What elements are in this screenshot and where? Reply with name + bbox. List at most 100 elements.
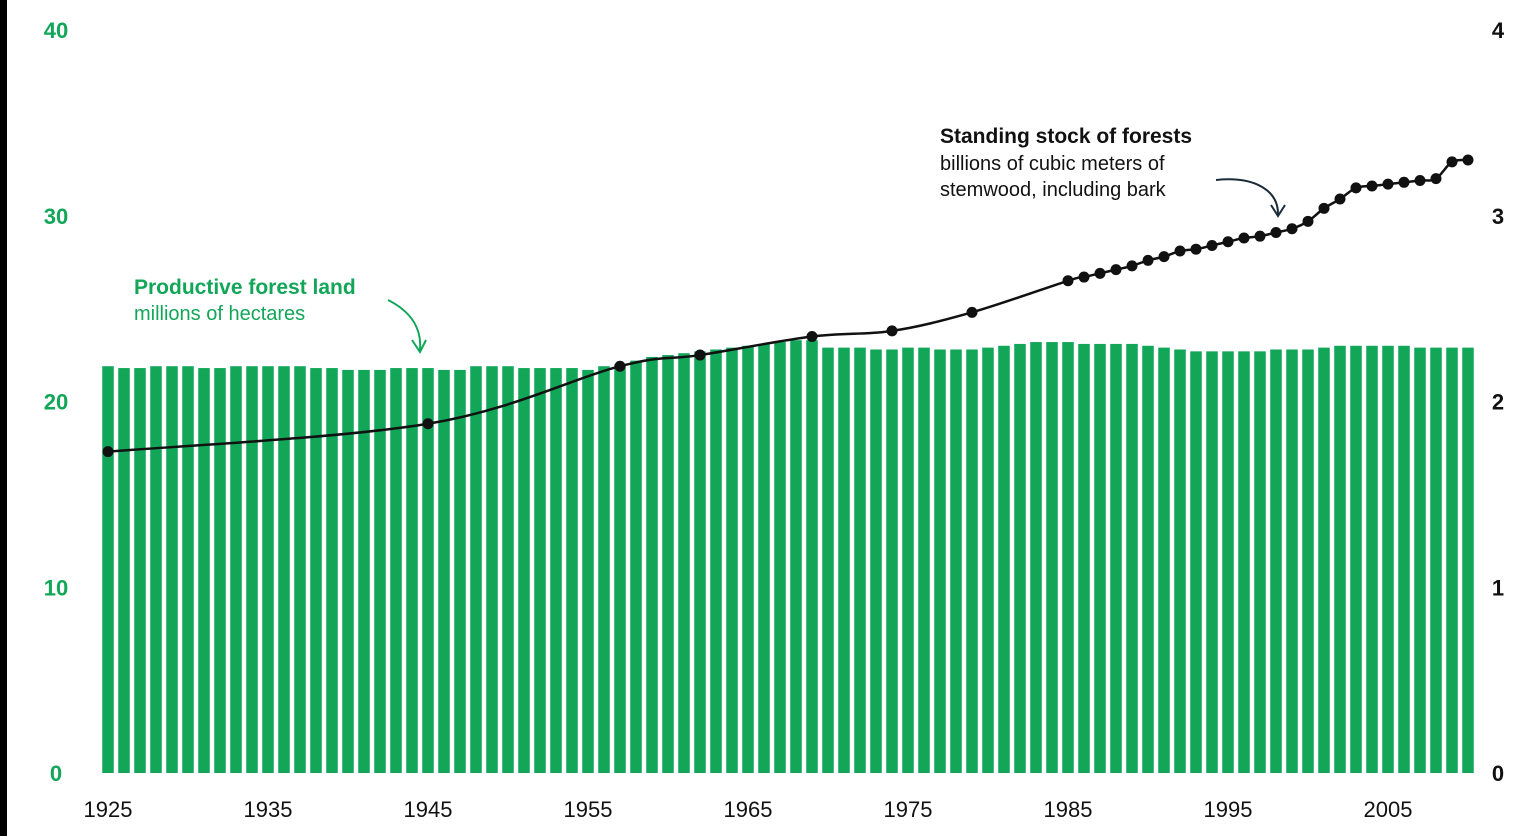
bar-1982 — [1014, 343, 1026, 773]
stock-point-1990 — [1142, 254, 1154, 266]
stock-point-1997 — [1254, 230, 1266, 242]
bar-1964 — [726, 347, 738, 773]
bar-1952 — [534, 368, 546, 773]
bar-1945 — [422, 368, 434, 773]
stock-point-2000 — [1302, 215, 1314, 227]
stock-point-2004 — [1366, 180, 1378, 192]
right-tick-1: 1 — [1492, 575, 1504, 600]
bar-1932 — [214, 368, 226, 773]
bar-2005 — [1382, 345, 1394, 773]
bar-1946 — [438, 369, 450, 773]
x-tick-1985: 1985 — [1044, 797, 1093, 822]
stock-point-1969 — [806, 330, 818, 342]
bar-2000 — [1302, 349, 1314, 773]
line-series — [102, 154, 1474, 458]
bar-2009 — [1446, 347, 1458, 773]
right-tick-4: 4 — [1492, 18, 1505, 43]
bar-2007 — [1414, 347, 1426, 773]
bar-1942 — [374, 369, 386, 773]
right-tick-2: 2 — [1492, 390, 1504, 415]
left-tick-0: 0 — [50, 761, 62, 786]
bar-2010 — [1462, 347, 1474, 773]
bar-1972 — [854, 347, 866, 773]
stock-point-2009 — [1446, 156, 1458, 168]
bar-annotation-title: Productive forest land — [134, 276, 356, 299]
line-annotation-title: Standing stock of forests — [940, 125, 1192, 148]
bar-1993 — [1190, 351, 1202, 773]
bar-1925 — [102, 366, 114, 773]
stock-point-2006 — [1398, 176, 1410, 188]
x-tick-1995: 1995 — [1204, 797, 1253, 822]
stock-point-1989 — [1126, 260, 1138, 272]
bar-1968 — [790, 340, 802, 773]
stock-point-2002 — [1334, 193, 1346, 205]
bar-1979 — [966, 349, 978, 773]
bar-1940 — [342, 369, 354, 773]
bar-2001 — [1318, 347, 1330, 773]
right-tick-3: 3 — [1492, 204, 1504, 229]
bar-1977 — [934, 349, 946, 773]
stock-point-2008 — [1430, 173, 1442, 185]
bar-1998 — [1270, 349, 1282, 773]
bar-1947 — [454, 369, 466, 773]
stock-point-2010 — [1462, 154, 1474, 166]
bar-1987 — [1094, 343, 1106, 773]
stock-point-1988 — [1110, 264, 1122, 276]
stock-point-1957 — [614, 360, 626, 372]
line-annotation-arrow — [1215, 178, 1279, 215]
x-tick-1975: 1975 — [884, 797, 933, 822]
bar-1970 — [822, 347, 834, 773]
bar-1935 — [262, 366, 274, 773]
bar-annotation-arrowhead — [411, 339, 427, 354]
stock-point-1987 — [1094, 267, 1106, 279]
bar-1992 — [1174, 349, 1186, 773]
bar-1944 — [406, 368, 418, 773]
bar-2003 — [1350, 345, 1362, 773]
bar-1938 — [310, 368, 322, 773]
bar-1949 — [486, 366, 498, 773]
x-axis: 1925 1935 1945 1955 1965 1975 1985 1995 2005 — [84, 797, 1413, 822]
bar-1975 — [902, 347, 914, 773]
bar-1986 — [1078, 343, 1090, 773]
right-axis: 0 1 2 3 4 — [1492, 18, 1505, 786]
stock-point-1979 — [966, 306, 978, 318]
stock-point-1995 — [1222, 236, 1234, 248]
bar-1957 — [614, 364, 626, 773]
bar-1980 — [982, 347, 994, 773]
bar-1950 — [502, 366, 514, 773]
line-annotation-subtitle-1: billions of cubic meters of — [940, 153, 1165, 175]
bar-1983 — [1030, 342, 1042, 773]
left-axis: 0 10 20 30 40 — [44, 18, 68, 786]
stock-point-1985 — [1062, 275, 1074, 287]
bar-1933 — [230, 366, 242, 773]
bar-1974 — [886, 349, 898, 773]
bar-1976 — [918, 347, 930, 773]
left-edge-bar — [0, 0, 7, 836]
bar-1931 — [198, 368, 210, 773]
stock-point-1962 — [694, 349, 706, 361]
bar-1926 — [118, 368, 130, 773]
bar-1997 — [1254, 351, 1266, 773]
bar-1951 — [518, 368, 530, 773]
bar-1984 — [1046, 342, 1058, 773]
bar-1927 — [134, 368, 146, 773]
bar-1961 — [678, 353, 690, 773]
stock-point-2005 — [1382, 178, 1394, 190]
bar-1959 — [646, 356, 658, 773]
stock-point-1991 — [1158, 251, 1170, 263]
bar-1966 — [758, 343, 770, 773]
bar-1955 — [582, 369, 594, 773]
bar-1936 — [278, 366, 290, 773]
bar-1939 — [326, 368, 338, 773]
stock-point-1998 — [1270, 226, 1282, 238]
left-tick-30: 30 — [44, 204, 68, 229]
bar-2002 — [1334, 345, 1346, 773]
left-tick-20: 20 — [44, 390, 68, 415]
bar-1995 — [1222, 351, 1234, 773]
bar-1967 — [774, 342, 786, 773]
bar-1963 — [710, 349, 722, 773]
bar-annotation-subtitle: millions of hectares — [134, 303, 305, 325]
bar-2004 — [1366, 345, 1378, 773]
bar-1930 — [182, 366, 194, 773]
stock-point-2001 — [1318, 202, 1330, 214]
